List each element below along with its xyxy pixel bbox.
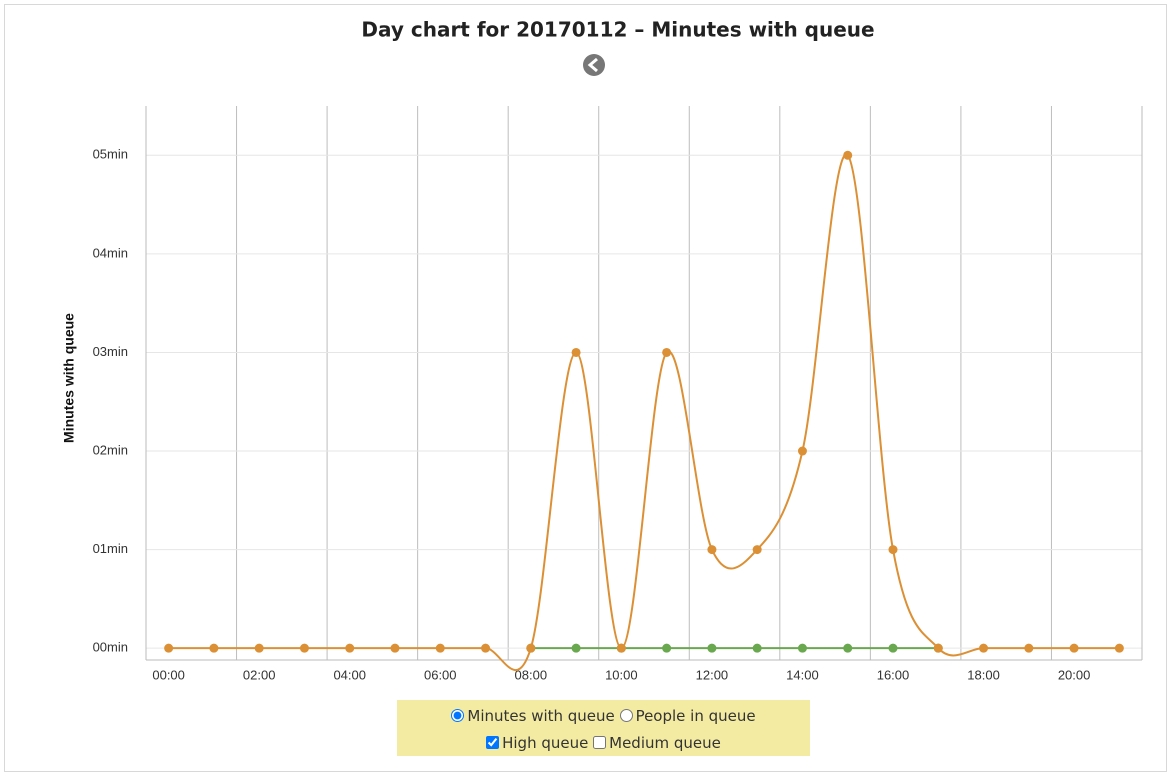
y-tick-label: 04min: [93, 245, 128, 260]
data-point: [979, 643, 989, 653]
checkbox-option[interactable]: Medium queue: [593, 734, 721, 752]
checkbox-label[interactable]: Medium queue: [609, 734, 721, 752]
data-point: [843, 150, 853, 160]
data-point: [707, 643, 717, 653]
radio[interactable]: [451, 709, 465, 722]
line-series: [168, 153, 1120, 671]
checkbox[interactable]: [486, 736, 500, 749]
data-point: [209, 643, 219, 653]
x-tick-label: 04:00: [333, 667, 366, 682]
y-tick-label: 02min: [93, 442, 128, 457]
chart-title: Day chart for 20170112 – Minutes with qu…: [361, 18, 874, 42]
x-tick-label: 16:00: [877, 667, 910, 682]
chart: Day chart for 20170112 – Minutes with qu…: [61, 18, 1143, 682]
y-tick-label: 05min: [93, 147, 128, 162]
data-point: [345, 643, 355, 653]
data-point: [662, 643, 672, 653]
x-tick-label: 02:00: [243, 667, 276, 682]
radio-row: Minutes with queue People in queue: [397, 703, 810, 730]
data-point: [299, 643, 309, 653]
x-tick-label: 18:00: [967, 667, 1000, 682]
x-tick-label: 10:00: [605, 667, 638, 682]
data-point: [752, 643, 762, 653]
frame: [4, 4, 1167, 772]
data-point: [616, 643, 626, 653]
data-point: [797, 643, 807, 653]
data-point: [390, 643, 400, 653]
y-tick-label: 01min: [93, 541, 128, 556]
x-tick-label: 12:00: [696, 667, 729, 682]
data-point: [752, 545, 762, 555]
data-point: [662, 347, 672, 357]
checkbox-label[interactable]: High queue: [502, 734, 589, 752]
y-tick-label: 00min: [93, 640, 128, 655]
controls: Minutes with queue People in queue High …: [397, 700, 810, 756]
x-tick-label: 14:00: [786, 667, 819, 682]
data-point: [571, 643, 581, 653]
radio-label[interactable]: Minutes with queue: [467, 707, 615, 725]
y-axis-title: Minutes with queue: [61, 313, 77, 443]
data-point: [843, 643, 853, 653]
data-point: [1069, 643, 1079, 653]
data-point: [1024, 643, 1034, 653]
x-tick-label: 08:00: [515, 667, 548, 682]
data-point: [1114, 643, 1124, 653]
data-point: [481, 643, 491, 653]
radio-option[interactable]: Minutes with queue: [451, 707, 619, 725]
back-button-circle[interactable]: [583, 54, 605, 76]
data-point: [571, 347, 581, 357]
data-point: [797, 446, 807, 456]
data-point: [933, 643, 943, 653]
data-point: [707, 545, 717, 555]
data-point: [435, 643, 445, 653]
data-point: [526, 643, 536, 653]
data-point: [888, 643, 898, 653]
data-point: [254, 643, 264, 653]
radio-option[interactable]: People in queue: [619, 707, 756, 725]
plot-area: [146, 106, 1142, 660]
checkbox[interactable]: [593, 736, 607, 749]
data-point: [888, 545, 898, 555]
checkbox-row: High queue Medium queue: [397, 730, 810, 757]
y-tick-label: 03min: [93, 344, 128, 359]
radio-label[interactable]: People in queue: [635, 707, 756, 725]
x-tick-label: 06:00: [424, 667, 457, 682]
radio[interactable]: [619, 709, 633, 722]
x-tick-label: 00:00: [152, 667, 185, 682]
data-point: [164, 643, 174, 653]
back-button[interactable]: [583, 54, 605, 76]
back-button-arrow[interactable]: [587, 57, 598, 73]
checkbox-option[interactable]: High queue: [486, 734, 593, 752]
x-tick-label: 20:00: [1058, 667, 1091, 682]
